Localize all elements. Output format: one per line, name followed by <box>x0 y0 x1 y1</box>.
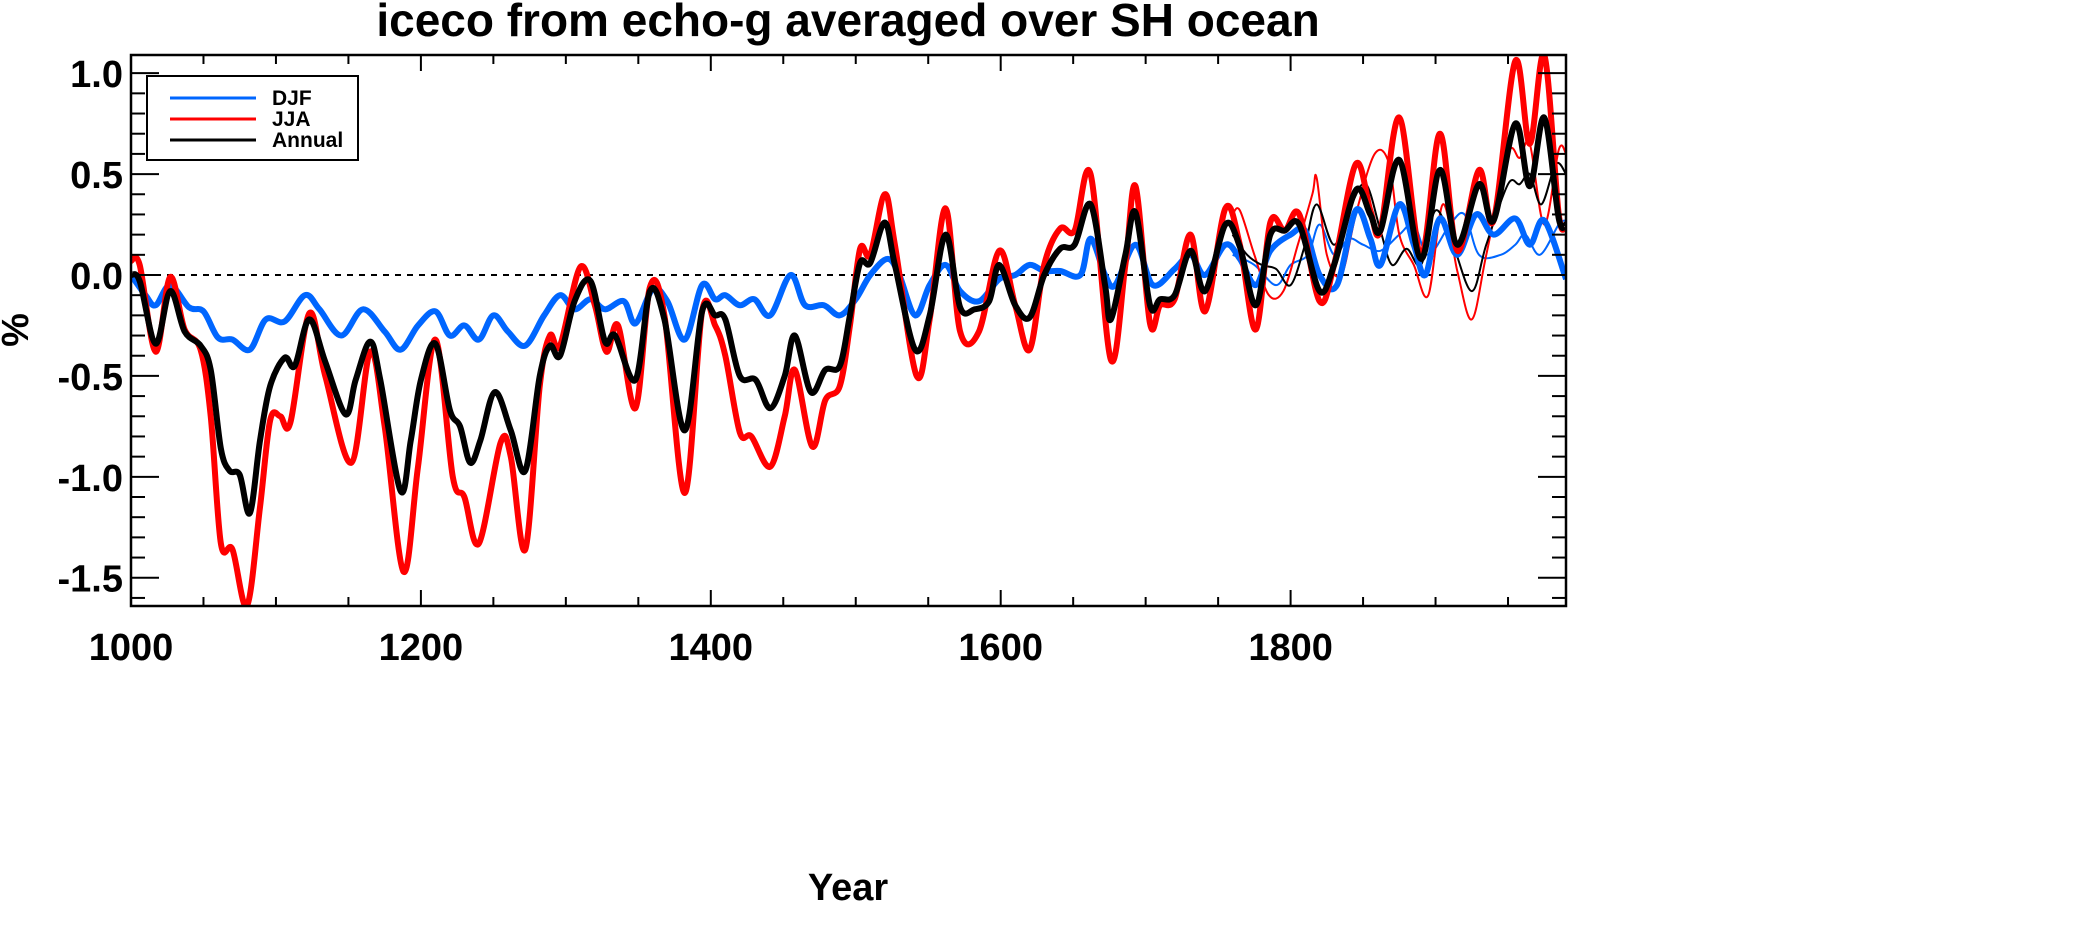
y-tick-label: -1.5 <box>58 559 123 601</box>
plot-area: 1000 1200 1400 1600 1800 -1.5 -1.0 -0.5 0.0 0.5 1.… <box>58 53 1568 669</box>
x-tick-label: 1200 <box>379 627 464 669</box>
y-tick-label: -1.0 <box>58 458 123 500</box>
legend-label-annual: Annual <box>272 129 343 152</box>
x-tick-label: 1600 <box>958 627 1043 669</box>
x-tick-label: 1000 <box>89 627 174 669</box>
series-line-jja <box>131 55 1566 606</box>
series-line-annual <box>131 114 1566 517</box>
series-line-jja-thin <box>1231 140 1566 321</box>
y-axis-label: % <box>0 313 37 347</box>
y-tick-label: 0.5 <box>70 155 123 197</box>
x-tick-label: 1800 <box>1248 627 1333 669</box>
y-tick-label: 1.0 <box>70 54 123 96</box>
chart-title: iceco from echo-g averaged over SH ocean <box>376 0 1319 46</box>
series-line-annual-thin <box>1231 161 1566 293</box>
legend-label-djf: DJF <box>272 87 312 110</box>
series-group <box>131 55 1566 606</box>
y-tick-label: 0.0 <box>70 256 123 298</box>
plot-frame <box>129 53 1568 608</box>
x-tick-label: 1400 <box>669 627 754 669</box>
legend-label-jja: JJA <box>272 108 311 131</box>
x-axis-label: Year <box>808 867 889 909</box>
y-tick-label: -0.5 <box>58 357 123 399</box>
